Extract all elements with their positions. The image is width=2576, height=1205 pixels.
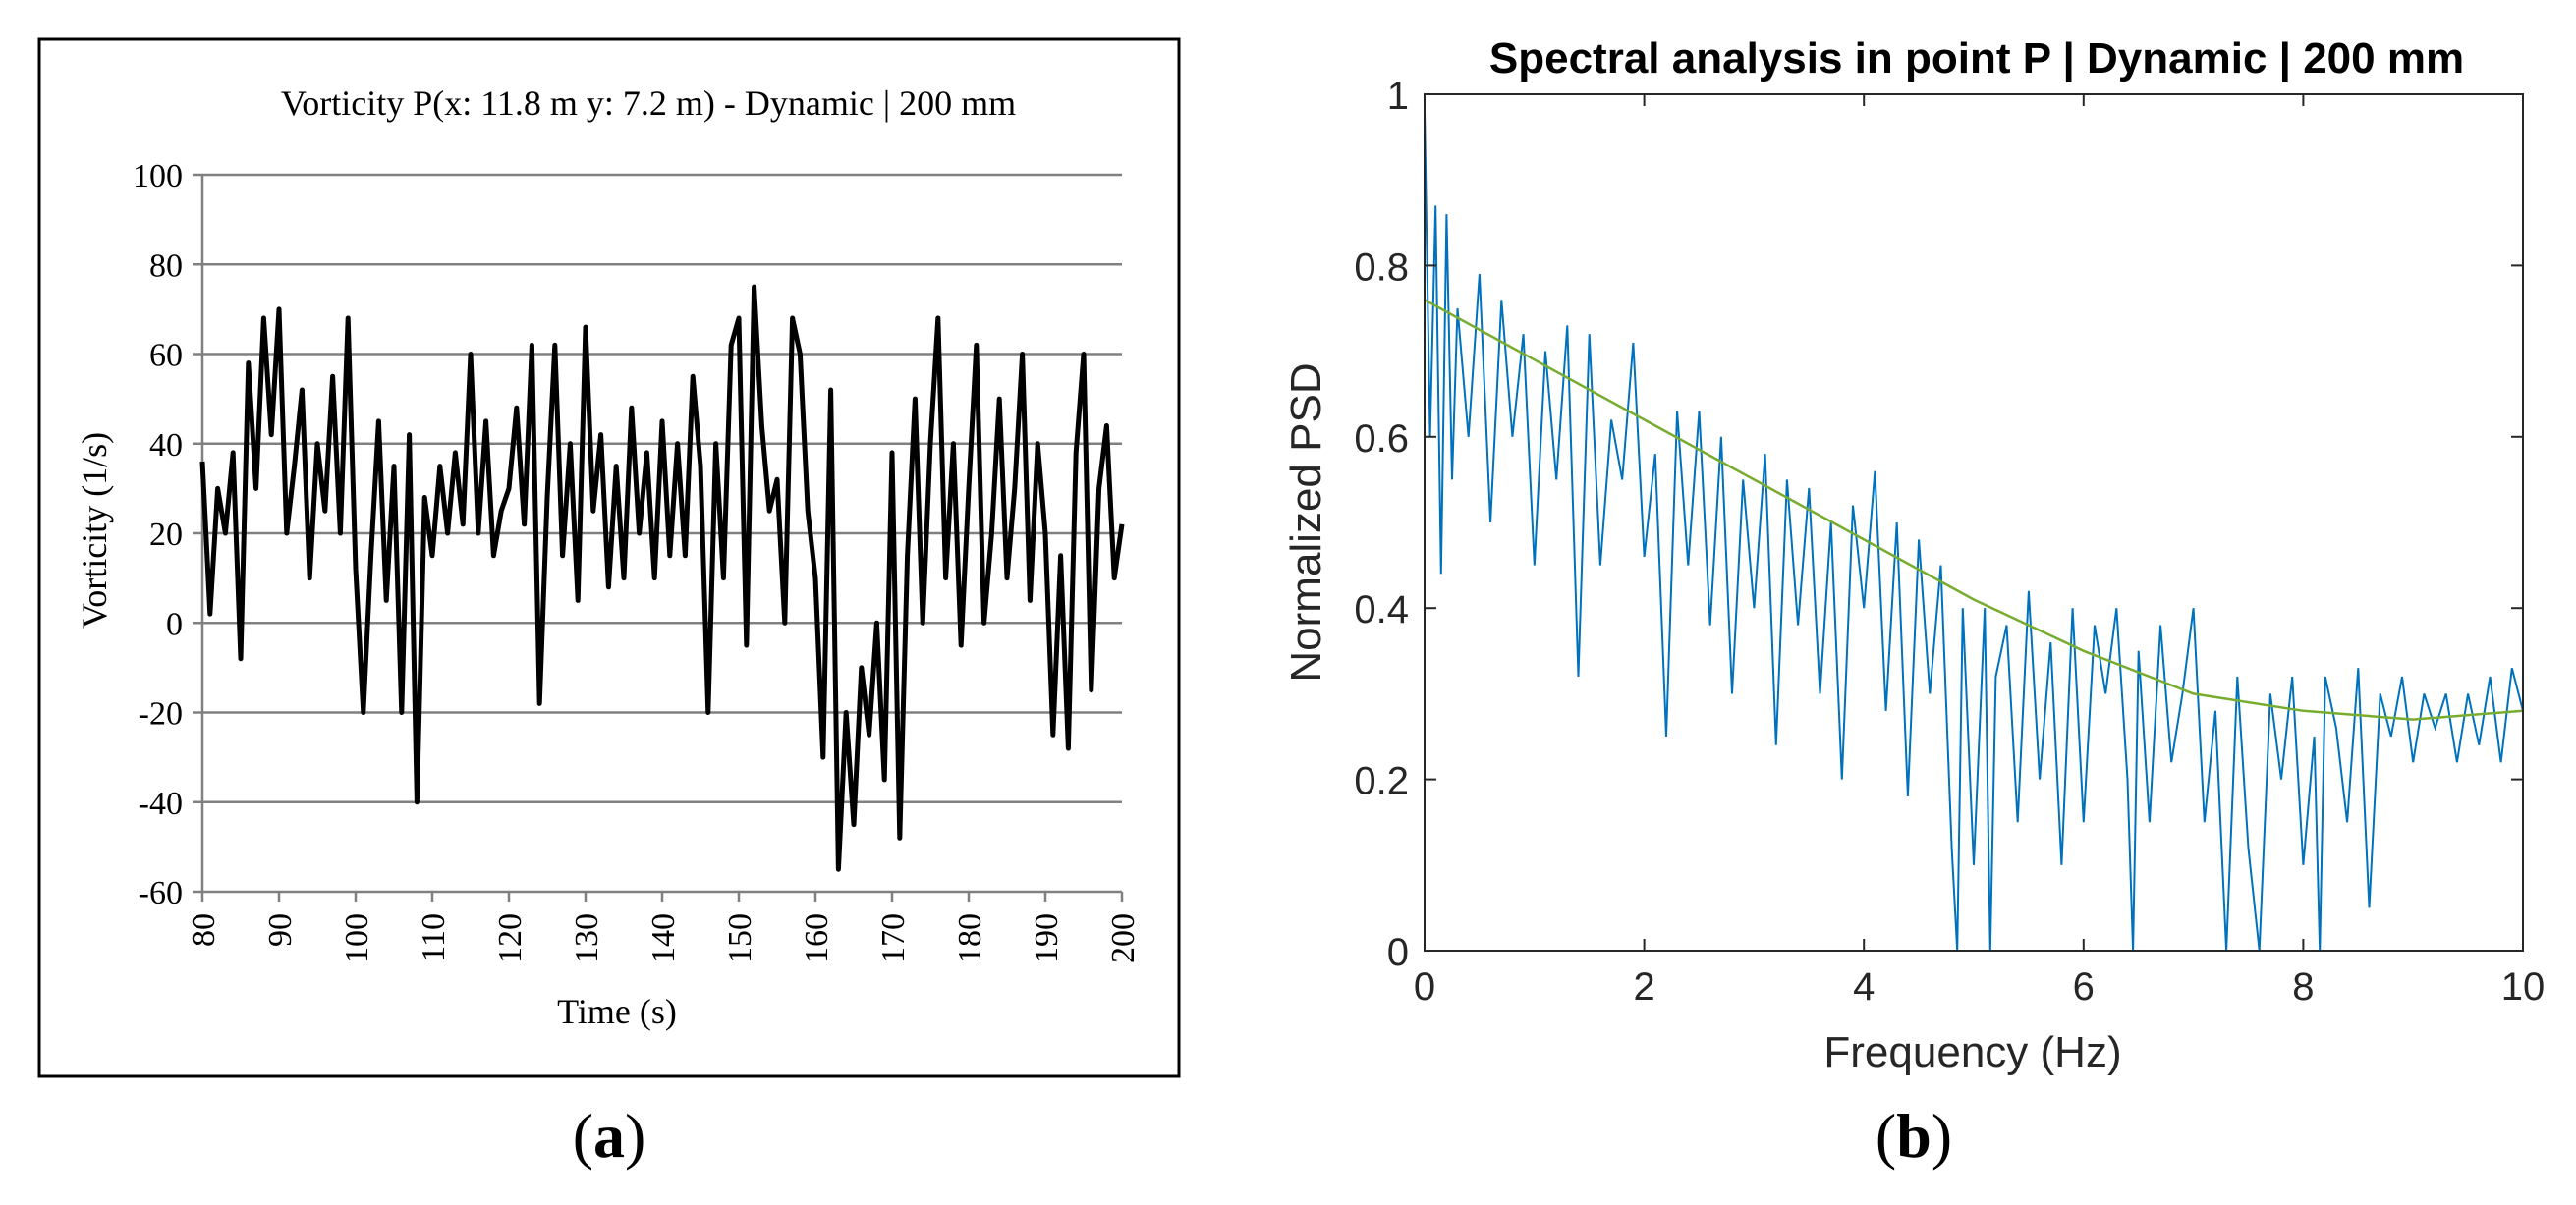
chart-b-x-tick-labels: 0 2 4 6 8 10 [1414, 965, 2545, 1009]
panel-label-b: (b) [1875, 1101, 1953, 1171]
chart-b-y-tick-label: 0.8 [1354, 246, 1409, 289]
chart-b-axes [1424, 93, 2524, 952]
chart-b-x-axis-label: Frequency (Hz) [1823, 1028, 2121, 1076]
panel-label-a: (a) [572, 1101, 646, 1171]
chart-a-x-tick-label: 180 [952, 913, 988, 963]
chart-a-x-tick-labels: 80 90 100 110 120 130 140 150 160 170 180 190 200 [186, 913, 1142, 963]
chart-a-series-line [199, 284, 1125, 872]
chart-a-series [199, 284, 1125, 872]
chart-a-y-tick-label: 20 [149, 517, 183, 553]
chart-b: Spectral analysis in point P | Dynamic |… [1282, 34, 2545, 1076]
chart-a-y-tick-label: 40 [149, 427, 183, 464]
chart-b-series [1424, 111, 2524, 952]
chart-b-y-tick-label: 0.4 [1354, 588, 1409, 631]
chart-a-x-axis-label: Time (s) [557, 992, 677, 1031]
chart-b-y-tick-label: 1 [1387, 75, 1409, 118]
chart-a-x-tick-label: 110 [416, 913, 452, 962]
chart-a-y-tick-label: -60 [139, 875, 183, 911]
chart-a-x-tick-label: 200 [1105, 913, 1142, 963]
chart-b-x-tick-label: 4 [1853, 965, 1875, 1009]
chart-b-x-tick-label: 8 [2292, 965, 2314, 1009]
chart-b-x-tick-label: 2 [1633, 965, 1654, 1009]
chart-a-gridlines [193, 173, 1122, 894]
chart-a-title: Vorticity P(x: 11.8 m y: 7.2 m) - Dynami… [281, 83, 1016, 123]
chart-a-y-axis-label: Vorticity (1/s) [75, 432, 114, 629]
chart-a-x-tick-label: 150 [722, 913, 758, 963]
chart-a-y-tick-label: 0 [166, 606, 183, 642]
chart-a-x-tick-label: 120 [492, 913, 529, 963]
chart-b-y-tick-label: 0.6 [1354, 417, 1409, 461]
chart-a-y-tick-label: -40 [139, 786, 183, 822]
chart-b-psd-line [1424, 111, 2524, 952]
chart-a-x-tick-label: 170 [875, 913, 912, 963]
chart-a-y-tick-labels: 100 80 60 40 20 0 -20 -40 -60 [133, 158, 183, 911]
chart-b-axes-box [1424, 93, 2524, 952]
chart-b-y-tick-label: 0 [1387, 931, 1409, 974]
chart-b-y-axis-label: Normalized PSD [1282, 362, 1330, 682]
chart-a-x-tick-label: 130 [569, 913, 605, 963]
chart-a-x-tick-label: 90 [262, 913, 299, 947]
chart-b-x-tick-label: 10 [2501, 965, 2546, 1009]
chart-b-title: Spectral analysis in point P | Dynamic |… [1489, 34, 2464, 83]
chart-a: Vorticity P(x: 11.8 m y: 7.2 m) - Dynami… [37, 37, 1181, 1078]
chart-a-x-tick-label: 80 [186, 913, 222, 947]
chart-a-y-tick-label: 60 [149, 338, 183, 374]
chart-a-axes [200, 175, 1124, 902]
chart-a-y-tick-label: -20 [139, 696, 183, 733]
chart-a-x-tick-label: 160 [799, 913, 835, 963]
chart-a-y-tick-label: 100 [133, 158, 183, 194]
chart-b-y-tick-labels: 0 0.2 0.4 0.6 0.8 1 [1354, 75, 1409, 974]
chart-a-y-tick-label: 80 [149, 247, 183, 284]
chart-b-fit-line [1424, 299, 2524, 721]
chart-b-x-tick-label: 0 [1414, 965, 1435, 1009]
chart-a-x-tick-label: 190 [1029, 913, 1065, 963]
chart-a-x-tick-label: 140 [645, 913, 682, 963]
chart-b-x-tick-label: 6 [2073, 965, 2095, 1009]
chart-a-x-tick-label: 100 [339, 913, 375, 963]
chart-b-y-tick-label: 0.2 [1354, 760, 1409, 803]
